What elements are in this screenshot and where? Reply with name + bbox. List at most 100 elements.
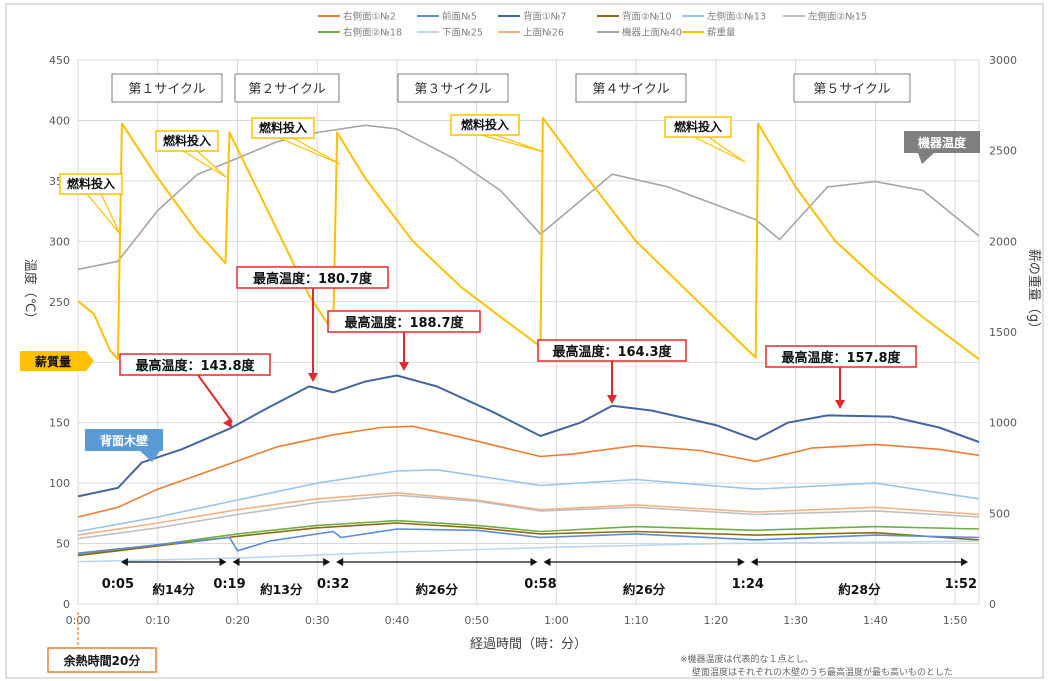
series-line — [77, 117, 980, 361]
grid — [77, 59, 980, 605]
legend-label: 前面№5 — [442, 11, 477, 23]
y2-tick-label: 3000 — [989, 54, 1017, 67]
max-temp-arrowhead — [835, 400, 845, 409]
y2-tick-label: 1500 — [989, 326, 1017, 339]
x-tick-label: 1:30 — [783, 614, 808, 627]
back-wall-tag-box — [85, 429, 163, 451]
fuel-callout-box — [155, 130, 219, 152]
segment-arrow-right — [219, 558, 227, 566]
y-tick-label: 150 — [49, 417, 70, 430]
segment-time: 0:32 — [317, 577, 349, 592]
y-tick-label: 0 — [63, 598, 70, 611]
series-line — [77, 540, 980, 563]
segment-duration: 約26分 — [623, 582, 666, 597]
legend-label: 背面①№7 — [523, 11, 566, 23]
weight-tag-label: 薪質量 — [35, 354, 71, 369]
weight-tag-pointer — [86, 351, 94, 371]
footnote-line1: ※機器温度は代表的な１点とし、 — [680, 653, 814, 665]
series-line — [77, 124, 980, 271]
cycle-label-box — [397, 73, 509, 103]
chart-frame — [5, 3, 1044, 679]
y-tick-label: 50 — [56, 538, 70, 551]
fuel-callout-box — [251, 117, 315, 139]
segment-arrow-left — [120, 558, 128, 566]
cycle-label-box — [234, 73, 340, 103]
legend-label: 左側面②№15 — [808, 11, 867, 23]
x-tick-label: 0:00 — [66, 614, 91, 627]
y2-tick-label: 500 — [989, 507, 1010, 520]
cycle-label-box — [111, 73, 223, 103]
y-axis-title: 温度（℃） — [22, 259, 38, 326]
x-tick-label: 0:30 — [305, 614, 330, 627]
annotations: 第１サイクル 第２サイクル 第３サイクル 第４サイクル 第５サイクル燃料投入燃料投入燃料… — [20, 73, 980, 678]
segment-time: 1:52 — [945, 577, 977, 592]
y2-tick-label: 2000 — [989, 235, 1017, 248]
legend-label: 背面②№10 — [622, 11, 672, 23]
series-line — [77, 491, 980, 536]
footnote-line2: 壁面温度はそれぞれの木壁のうち最高温度が最も高いものとした — [692, 666, 953, 678]
fuel-callout-label: 燃料投入 — [67, 176, 115, 191]
fuel-callout-label: 燃料投入 — [461, 117, 509, 132]
legend-label: 機器上面№40 — [622, 27, 682, 39]
max-temp-label: 最高温度：188.7度 — [344, 315, 464, 331]
segment-time: 0:58 — [524, 577, 556, 592]
cycle-label-box — [575, 73, 687, 103]
series-line — [77, 374, 980, 498]
y-tick-label: 100 — [49, 477, 70, 490]
segment-arrow-right — [530, 558, 538, 566]
max-temp-arrowhead — [607, 395, 617, 404]
preheat-box — [47, 647, 157, 673]
legend-label: 右側面①№2 — [343, 11, 396, 23]
cycle-label: 第５サイクル — [813, 82, 890, 97]
y-tick-label: 250 — [49, 296, 70, 309]
segment-arrow-left — [232, 558, 240, 566]
segment-time: 0:05 — [102, 577, 134, 592]
x-tick-label: 0:10 — [145, 614, 170, 627]
x-tick-label: 0:40 — [385, 614, 410, 627]
segment-arrow-left — [336, 558, 344, 566]
series-line — [77, 528, 980, 554]
series-line — [77, 519, 980, 556]
cycle-label: 第１サイクル — [128, 82, 205, 97]
max-temp-arrowhead — [222, 417, 232, 428]
series-line — [77, 468, 980, 533]
legend-label: 上面№26 — [523, 28, 564, 39]
segment-arrow-right — [323, 558, 331, 566]
legend-label: 左側面①№13 — [707, 11, 766, 23]
segment-arrow-right — [961, 558, 969, 566]
y-tick-label: 450 — [49, 54, 70, 67]
fuel-callout-box — [664, 116, 732, 138]
max-temp-box — [765, 345, 917, 368]
max-temp-box — [537, 339, 687, 362]
back-wall-tag-label: 背面木壁 — [100, 433, 148, 448]
y-tick-label: 400 — [49, 114, 70, 127]
segment-arrow-right — [737, 558, 745, 566]
legend-label: 薪重量 — [707, 27, 736, 39]
fuel-callout-label: 燃料投入 — [259, 120, 307, 135]
cycle-label-box — [793, 73, 911, 103]
legend: 右側面①№2 前面№5 背面①№7 背面②№10 左側面①№13 左側面②№15 右側面②№… — [318, 11, 867, 39]
segment-time: 0:19 — [213, 577, 245, 592]
weight-tag-box — [20, 351, 86, 371]
max-temp-label: 最高温度：164.3度 — [552, 344, 672, 360]
max-temp-box — [119, 353, 271, 376]
y-tick-label: 300 — [49, 235, 70, 248]
back-wall-tag-pointer — [140, 451, 160, 462]
x-tick-label: 1:00 — [544, 614, 569, 627]
max-temp-label: 最高温度：180.7度 — [253, 271, 373, 287]
cycle-label: 第３サイクル — [414, 82, 491, 97]
max-temp-arrow — [197, 374, 233, 423]
x-tick-label: 1:20 — [704, 614, 729, 627]
x-tick-label: 0:50 — [464, 614, 489, 627]
segment-duration: 約28分 — [838, 582, 881, 597]
legend-label: 右側面②№18 — [343, 27, 402, 39]
max-temp-label: 最高温度：157.8度 — [781, 350, 901, 366]
segment-arrow-left — [750, 558, 758, 566]
device-tag-label: 機器温度 — [918, 135, 967, 150]
y2-tick-label: 1000 — [989, 417, 1017, 430]
max-temp-box — [327, 310, 481, 333]
y2-tick-label: 2500 — [989, 145, 1017, 158]
fuel-callout-box — [59, 173, 123, 195]
x-axis-title: 経過時間（時：分） — [470, 637, 587, 652]
